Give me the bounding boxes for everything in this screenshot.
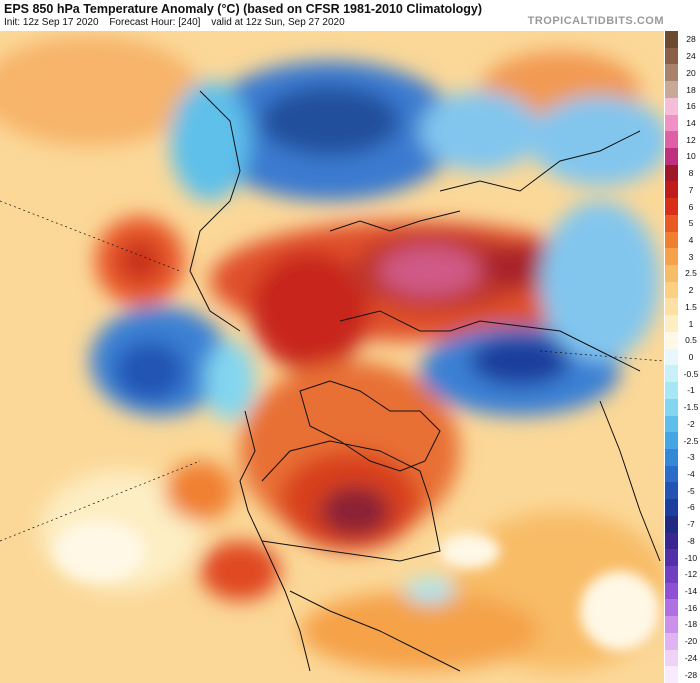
colorbar-swatch (665, 181, 678, 199)
colorbar-swatch (665, 231, 678, 249)
colorbar-tick-label: 4 (688, 234, 694, 245)
colorbar-tick-label: 1 (688, 318, 694, 329)
colorbar-swatch (665, 499, 678, 517)
colorbar-tick-label: 8 (688, 168, 694, 179)
colorbar-tick-label: 20 (686, 67, 696, 78)
colorbar-swatch (665, 582, 678, 600)
colorbar-tick-label: 16 (686, 101, 696, 112)
colorbar-tick-label: 2 (688, 285, 694, 296)
colorbar-tick-label: -5 (687, 485, 695, 496)
colorbar-tick-label: -8 (687, 535, 695, 546)
colorbar-tick-label: -18 (684, 619, 698, 630)
colorbar-tick-label: 7 (688, 184, 694, 195)
colorbar-tick-label: -4 (687, 469, 695, 480)
colorbar-tick-label: -28 (684, 669, 698, 680)
colorbar-swatch (665, 382, 678, 400)
colorbar-swatch (665, 131, 678, 149)
forecast-hour: Forecast Hour: [240] (109, 17, 201, 28)
colorbar-swatch (665, 398, 678, 416)
colorbar-swatch (665, 532, 678, 550)
colorbar-swatch (665, 549, 678, 567)
colorbar-tick-label: -12 (684, 569, 698, 580)
colorbar-swatch (665, 81, 678, 99)
colorbar-tick-label: -1 (687, 385, 695, 396)
anomaly-field (0, 36, 664, 671)
colorbar-tick-label: -14 (684, 586, 698, 597)
header: EPS 850 hPa Temperature Anomaly (°C) (ba… (0, 0, 700, 30)
valid-time: valid at 12z Sun, Sep 27 2020 (211, 17, 345, 28)
colorbar-swatch (665, 448, 678, 467)
colorbar-swatch (665, 248, 678, 266)
colorbar-swatch (665, 64, 678, 82)
colorbar-tick-label: -1.5 (683, 402, 699, 413)
temperature-anomaly-map (0, 31, 664, 683)
colorbar-tick-label: -6 (687, 502, 695, 513)
colorbar-swatch (665, 666, 678, 683)
run-info: Init: 12z Sep 17 2020 Forecast Hour: [24… (4, 17, 353, 28)
colorbar-legend: 28 24 20 18 16 14 12 10 8 7 6 5 4 3 2.5 2 1.5 1 0.5 0 -0.5 -1… (665, 31, 700, 683)
colorbar-swatch (665, 348, 678, 366)
whitish-patches (55, 521, 660, 651)
colorbar-tick-label: -24 (684, 652, 698, 663)
colorbar-tick-label: 0 (688, 352, 694, 362)
grid-lines (0, 200, 664, 542)
colorbar-tick-label: 5 (688, 218, 694, 229)
colorbar-swatch (665, 298, 678, 316)
colorbar-swatch (665, 365, 678, 383)
colorbar-swatch (665, 649, 678, 667)
colorbar-tick-label: -2 (687, 418, 695, 429)
colorbar-tick-label: 24 (686, 51, 696, 62)
colorbar-tick-label: -3 (687, 452, 695, 463)
colorbar-swatch (665, 198, 678, 216)
colorbar-tick-label: 28 (686, 34, 696, 45)
colorbar-swatch (665, 565, 678, 584)
colorbar-swatch (665, 482, 678, 500)
colorbar-tick-label: 14 (686, 117, 696, 128)
coastlines (189, 90, 661, 672)
colorbar-swatch (665, 31, 678, 49)
colorbar-swatch (665, 415, 678, 433)
colorbar-tick-label: 18 (686, 84, 696, 95)
colorbar-swatch (665, 114, 678, 132)
colorbar-tick-label: 2.5 (685, 268, 697, 279)
colorbar-swatch (665, 632, 678, 651)
colorbar-swatch (665, 515, 678, 534)
colorbar-swatch (665, 281, 678, 299)
colorbar-swatch (665, 148, 678, 166)
colorbar-swatch (665, 265, 678, 283)
colorbar-tick-label: 12 (686, 134, 696, 145)
colorbar-swatch (665, 164, 678, 182)
colorbar-tick-label: -2.5 (683, 435, 699, 446)
init-time: Init: 12z Sep 17 2020 (4, 17, 99, 28)
colorbar-tick-label: -20 (684, 636, 698, 647)
colorbar-tick-label: 3 (688, 251, 694, 262)
colorbar-swatch (665, 599, 678, 617)
colorbar-tick-label: -7 (687, 519, 695, 530)
colorbar-swatch (665, 616, 678, 634)
colorbar-tick-label: 10 (686, 151, 696, 162)
colorbar-swatch (665, 315, 678, 333)
colorbar-tick-label: 1.5 (685, 301, 697, 312)
colorbar-tick-label: -16 (684, 602, 698, 613)
colorbar-swatch (665, 97, 678, 116)
colorbar-tick-label: 6 (688, 201, 694, 212)
brand-watermark: TROPICALTIDBITS.COM (527, 15, 664, 27)
colorbar-swatch (665, 432, 678, 450)
colorbar-swatch (665, 47, 678, 65)
map-title: EPS 850 hPa Temperature Anomaly (°C) (ba… (4, 2, 483, 16)
colorbar-tick-label: -0.5 (683, 368, 699, 379)
colorbar-swatch (665, 214, 678, 233)
colorbar-tick-label: 0.5 (685, 335, 697, 346)
colorbar-swatch (665, 331, 678, 350)
colorbar-swatch (665, 465, 678, 483)
colorbar-tick-label: -10 (684, 552, 698, 563)
